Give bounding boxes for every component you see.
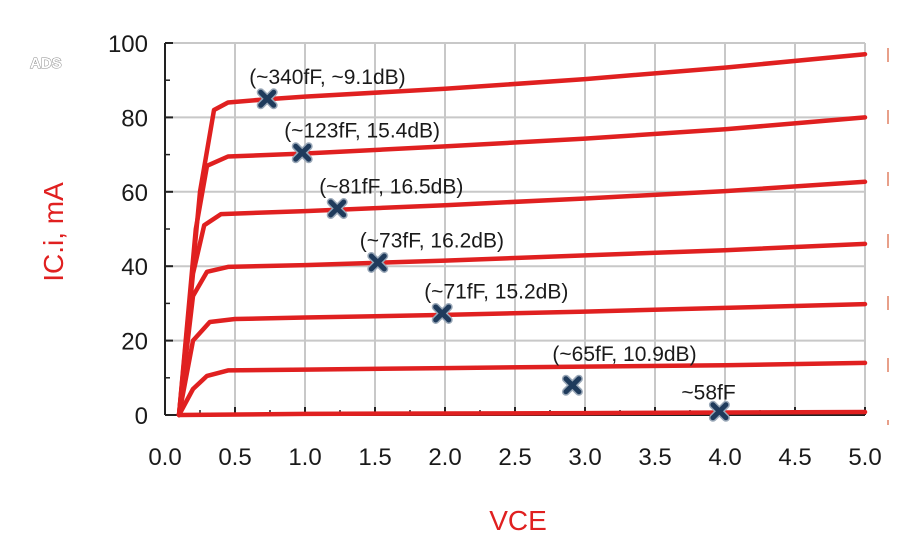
x-marker	[367, 251, 389, 273]
curves	[176, 51, 868, 418]
x-tick-label: 2.0	[428, 444, 461, 471]
x-marker-cross	[710, 402, 729, 421]
x-marker	[256, 88, 278, 110]
x-marker	[326, 198, 348, 220]
x-tick-label: 4.5	[778, 444, 811, 471]
y-axis-title: IC.i, mA	[38, 182, 69, 282]
y-tick-label: 100	[108, 31, 148, 58]
axes: 0.0 0.5 1.0 1.5 2.0 2.5 3.0 3.5 4.0 4.5 5.0 0 20 40 60…	[108, 31, 889, 471]
y-tick-label: 80	[121, 105, 148, 132]
ic-curve-3	[176, 179, 868, 418]
marker-annotation: (~65fF, 10.9dB)	[552, 343, 696, 366]
marker-annotation: ~58fF	[681, 381, 735, 404]
x-tick-label: 1.5	[358, 444, 391, 471]
x-marker	[291, 142, 313, 164]
x-marker	[561, 374, 583, 396]
marker-annotation: (~81fF, 16.5dB)	[319, 176, 463, 199]
x-tick-label: 3.0	[568, 444, 601, 471]
x-marker	[708, 400, 730, 422]
x-marker	[431, 302, 453, 324]
x-tick-label: 5.0	[848, 444, 881, 471]
x-tick-label: 4.0	[708, 444, 741, 471]
x-tick-label: 0.0	[148, 444, 181, 471]
x-tick-label: 2.5	[498, 444, 531, 471]
x-marker-cross	[368, 253, 387, 272]
y-tick-label: 60	[121, 180, 148, 207]
x-marker-cross	[328, 199, 347, 218]
ic-curve-6	[176, 360, 868, 418]
x-marker-cross	[433, 304, 452, 323]
x-tick-label: 3.5	[638, 444, 671, 471]
marker-annotation: (~73fF, 16.2dB)	[360, 229, 504, 252]
x-marker-cross	[563, 376, 582, 395]
ic-curve-5	[176, 301, 868, 418]
x-axis-title: VCE	[489, 505, 547, 536]
marker-annotation: (~71fF, 15.2dB)	[424, 280, 568, 303]
annotations: (~340fF, ~9.1dB) (~123fF, 15.4dB) (~81fF, …	[249, 66, 735, 404]
y-tick-label: 0	[135, 403, 148, 430]
ads-logo: ADS	[30, 55, 62, 72]
marker-annotation: (~340fF, ~9.1dB)	[249, 66, 405, 89]
y-tick-label: 40	[121, 254, 148, 281]
x-marker-cross	[293, 143, 312, 162]
ic-curve-7	[176, 409, 868, 418]
ic-curve-4	[176, 241, 868, 418]
x-marker-cross	[258, 89, 277, 108]
x-tick-label: 1.0	[288, 444, 321, 471]
x-tick-label: 0.5	[218, 444, 251, 471]
ic-curve-1	[176, 51, 868, 418]
markers	[256, 88, 730, 422]
marker-annotation: (~123fF, 15.4dB)	[284, 120, 440, 143]
y-tick-label: 20	[121, 329, 148, 356]
